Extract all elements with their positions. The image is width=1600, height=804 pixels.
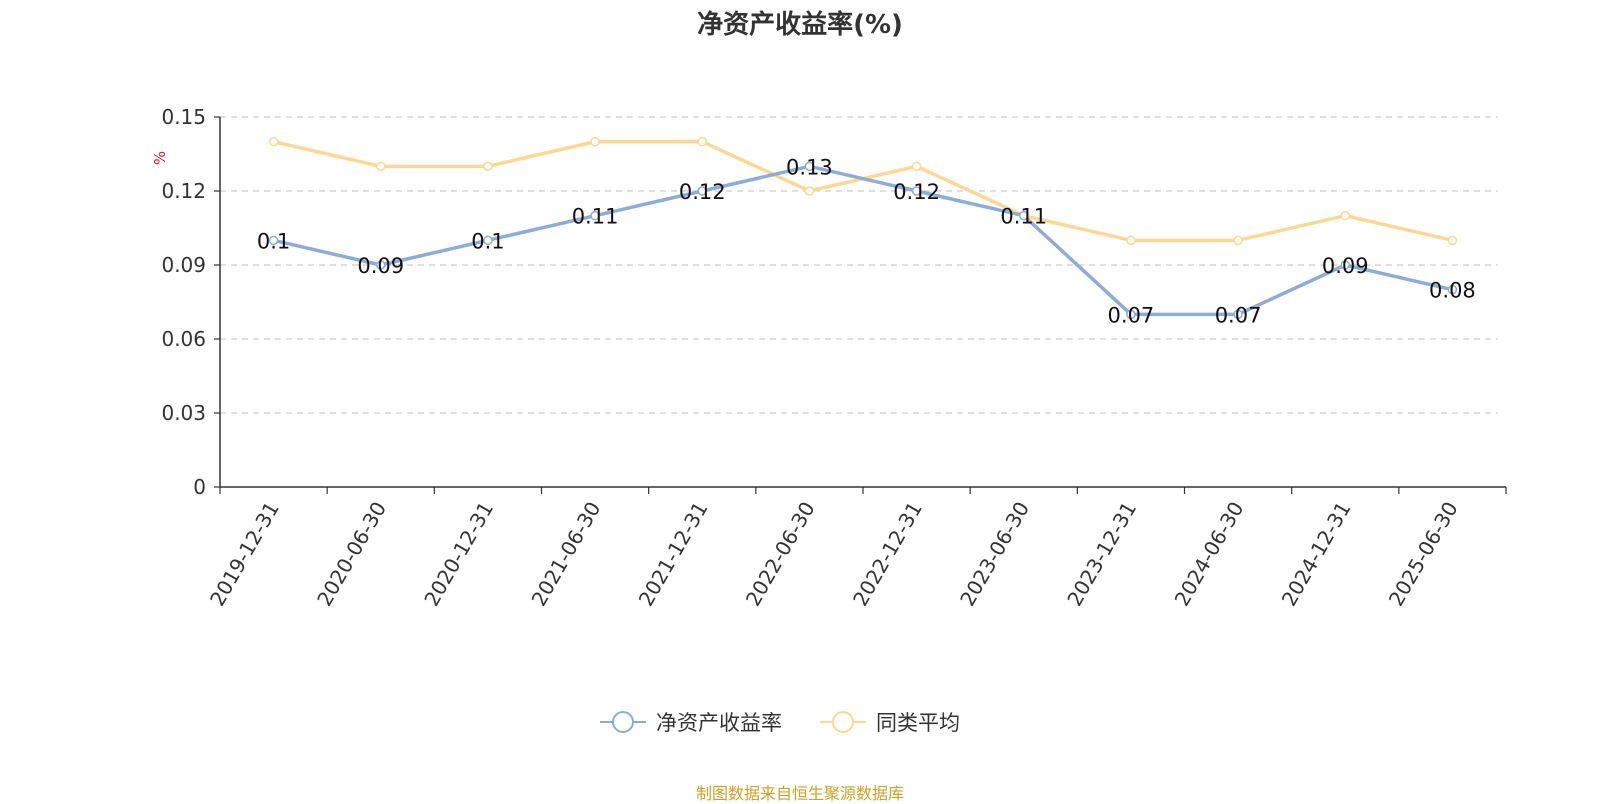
series-0-point (483, 235, 493, 246)
series-line-0 (273, 164, 1453, 317)
series-0-point (1233, 309, 1243, 320)
y-tick-label: 0.09 (161, 253, 206, 277)
series-0-point (1340, 260, 1350, 270)
data-label: 0.07 (1215, 303, 1262, 327)
data-label: 0.09 (357, 254, 404, 278)
legend-marker-1 (832, 711, 854, 733)
x-tick-label: 2021-12-31 (634, 498, 713, 611)
legend-label-0: 净资产收益率 (656, 711, 782, 735)
chart-title: 净资产收益率(%) (697, 10, 903, 40)
y-tick-label: 0.06 (161, 327, 206, 351)
series-1-point (590, 136, 600, 147)
x-tick-label: 2021-06-30 (527, 498, 606, 611)
legend-marker-0 (612, 711, 634, 733)
data-label: 0.13 (786, 155, 833, 179)
series-0-point (911, 186, 922, 196)
series-1-point (376, 161, 386, 172)
series-0-point (1447, 284, 1458, 295)
series-0-point (268, 235, 279, 246)
source-note: 制图数据来自恒生聚源数据库 (695, 784, 904, 803)
data-label: 0.08 (1429, 279, 1476, 303)
y-axis-label: % (151, 151, 169, 165)
series-1-point (804, 186, 815, 196)
series-1-point (483, 161, 493, 172)
series-0-point (1126, 309, 1136, 320)
x-tick-label: 2020-12-31 (419, 497, 498, 610)
series-0-point (697, 186, 707, 196)
y-tick-label: 0.03 (161, 401, 206, 425)
x-tick-label: 2025-06-30 (1384, 498, 1463, 611)
data-label: 0.11 (572, 205, 619, 229)
legend-label-1: 同类平均 (876, 711, 960, 735)
series-0-point (804, 161, 815, 172)
x-tick-label: 2024-12-31 (1277, 498, 1356, 611)
data-label: 0.1 (471, 229, 504, 253)
x-tick-label: 2023-12-31 (1062, 498, 1141, 611)
data-label: 0.07 (1108, 303, 1155, 327)
y-tick-label: 0 (193, 475, 206, 499)
data-label: 0.12 (893, 180, 940, 204)
x-tick-label: 2023-06-30 (955, 498, 1034, 611)
data-label: 0.12 (679, 180, 726, 204)
x-tick-label: 2019-12-31 (205, 498, 284, 611)
series-1-point (1126, 235, 1136, 246)
series-0-point (590, 210, 600, 221)
x-tick-label: 2020-06-30 (312, 498, 391, 611)
series-0-point (1019, 210, 1029, 221)
y-tick-label: 0.15 (161, 105, 206, 129)
series-0-point (376, 260, 386, 270)
series-1-point (697, 136, 707, 147)
data-label: 0.09 (1322, 254, 1369, 278)
series-1-point (268, 136, 279, 147)
series-1-point (911, 161, 922, 172)
data-label: 0.11 (1000, 205, 1047, 229)
series-1-point (1447, 235, 1458, 246)
y-tick-label: 0.12 (161, 179, 206, 203)
x-tick-label: 2024-06-30 (1170, 498, 1249, 611)
x-tick-label: 2022-06-30 (741, 498, 820, 611)
x-tick-label: 2022-12-31 (848, 497, 927, 610)
series-1-point (1233, 235, 1243, 246)
series-1-point (1340, 210, 1350, 221)
data-label: 0.1 (257, 229, 290, 253)
